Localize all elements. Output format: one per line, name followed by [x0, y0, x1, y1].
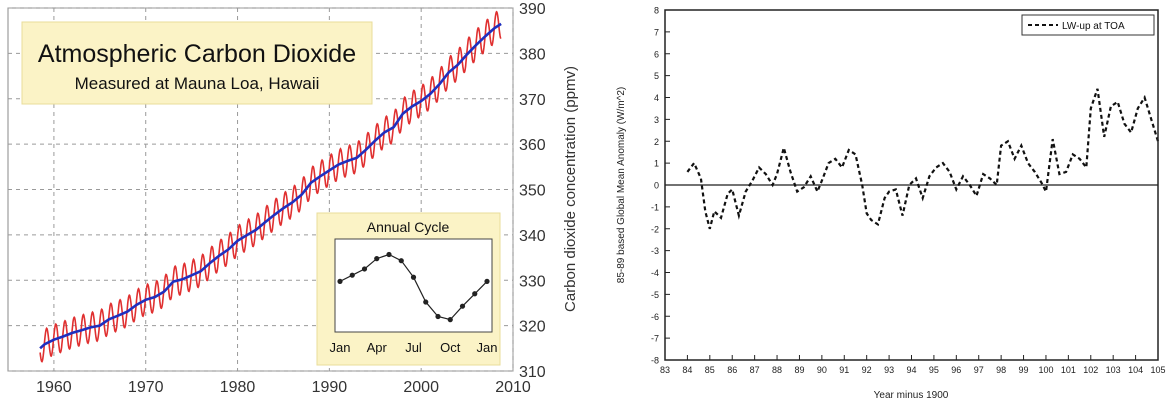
lw-y-tick-label: 4: [654, 93, 659, 103]
lw-y-tick-label: -8: [651, 356, 659, 366]
inset-title: Annual Cycle: [367, 219, 450, 235]
co2-x-tick-label: 1970: [128, 379, 164, 396]
inset-point: [410, 274, 417, 280]
co2-y-tick-label: 330: [519, 273, 546, 290]
inset-point: [361, 266, 368, 272]
co2-monthly-series: [39, 10, 502, 363]
co2-y-axis-label: Carbon dioxide concentration (ppmv): [562, 66, 579, 312]
lw-anomaly-chart: -8 -7 -6 -5 -4 -3 -2 -1 0 1 2 3 4 5 6 7 8 83 84 85 86 87 88 89 9…: [616, 6, 1166, 402]
lw-x-tick-label: 103: [1106, 365, 1121, 375]
lw-x-tick-label: 86: [727, 365, 737, 375]
lw-x-tick-label: 105: [1150, 365, 1165, 375]
co2-y-tick-label: 380: [519, 46, 546, 63]
lw-y-tick-label: -2: [651, 224, 659, 234]
lw-x-tick-label: 91: [839, 365, 849, 375]
co2-y-tick-label: 350: [519, 183, 546, 200]
lw-x-tick-label: 98: [996, 365, 1006, 375]
lw-y-tick-label: -7: [651, 334, 659, 344]
co2-trend-series: [39, 22, 502, 350]
co2-chart-subtitle: Measured at Mauna Loa, Hawaii: [75, 74, 320, 93]
co2-chart-panel: 1960 1970 1980 1990 2000 2010 310 320 330 340 350 3…: [7, 1, 579, 396]
inset-point: [484, 278, 490, 284]
lw-x-tick-label: 100: [1038, 365, 1053, 375]
lw-x-tick-label: 104: [1128, 365, 1143, 375]
lw-x-axis-label: Year minus 1900: [874, 390, 949, 401]
inset-point: [386, 251, 392, 258]
inset-x-tick-label: Jan: [477, 340, 498, 355]
lw-x-tick-label: 84: [682, 365, 692, 375]
lw-y-tick-label: -6: [651, 312, 659, 322]
lw-y-tick-label: 8: [654, 6, 659, 16]
inset-point: [472, 291, 478, 297]
lw-y-tick-label: 6: [654, 49, 659, 59]
lw-y-tick-label: 3: [654, 115, 659, 125]
lw-x-tick-label: 94: [906, 365, 916, 375]
lw-x-tick-label: 95: [929, 365, 939, 375]
co2-chart-title: Atmospheric Carbon Dioxide: [38, 40, 356, 68]
inset-point: [459, 303, 466, 309]
lw-x-tick-label: 101: [1061, 365, 1076, 375]
lw-legend-label: LW-up at TOA: [1062, 21, 1125, 32]
inset-x-tick-label: Oct: [440, 340, 461, 355]
co2-x-tick-label: 2000: [403, 379, 439, 396]
lw-legend: LW-up at TOA: [1021, 14, 1155, 36]
inset-x-tick-label: Jul: [405, 340, 422, 355]
co2-x-tick-label: 1990: [312, 379, 348, 396]
lw-up-series: [686, 88, 1160, 230]
co2-y-tick-label: 390: [519, 1, 546, 18]
co2-y-tick-label: 310: [519, 364, 546, 381]
lw-y-axis-label: 85-89 based Global Mean Anomaly (W/m^2): [616, 87, 627, 283]
lw-x-tick-label: 89: [794, 365, 804, 375]
lw-x-tick-label: 87: [750, 365, 760, 375]
inset-point: [423, 299, 429, 305]
inset-point: [337, 278, 343, 284]
inset-x-tick-label: Jan: [330, 340, 351, 355]
lw-x-tick-label: 96: [951, 365, 961, 375]
lw-y-tick-label: -5: [651, 290, 659, 300]
lw-y-tick-label: -1: [651, 202, 659, 212]
co2-title-box: [21, 21, 373, 105]
co2-y-tick-label: 370: [519, 92, 546, 109]
co2-y-tick-label: 320: [519, 319, 546, 336]
lw-y-tick-label: 5: [654, 71, 659, 81]
inset-point: [435, 313, 441, 320]
co2-y-tick-label: 360: [519, 137, 546, 154]
lw-x-tick-label: 83: [660, 365, 670, 375]
co2-x-tick-label: 1980: [220, 379, 256, 396]
lw-y-tick-label: 1: [654, 159, 659, 169]
lw-x-tick-label: 102: [1083, 365, 1098, 375]
lw-x-tick-label: 85: [705, 365, 715, 375]
inset-point: [398, 258, 404, 264]
co2-x-tick-label: 1960: [36, 379, 72, 396]
lw-y-tick-label: 2: [654, 137, 659, 147]
lw-x-tick-label: 88: [772, 365, 782, 375]
co2-y-tick-label: 340: [519, 228, 546, 245]
lw-anomaly-chart-panel: -8 -7 -6 -5 -4 -3 -2 -1 0 1 2 3 4 5 6 7 8 83 84 85 86 87 88 89 9…: [592, 0, 1171, 406]
inset-point: [374, 256, 380, 262]
lw-x-tick-label: 90: [817, 365, 827, 375]
lw-x-tick-label: 97: [974, 365, 984, 375]
inset-point: [349, 272, 355, 278]
inset-point: [447, 317, 453, 323]
lw-y-tick-label: -4: [651, 268, 659, 278]
co2-x-tick-label: 2010: [495, 379, 531, 396]
lw-x-tick-label: 99: [1019, 365, 1029, 375]
lw-x-tick-label: 93: [884, 365, 894, 375]
annual-cycle-inset: Annual Cycle Jan Apr Jul Oct Jan: [316, 212, 501, 366]
lw-y-tick-label: 0: [654, 181, 659, 191]
lw-x-tick-label: 92: [862, 365, 872, 375]
inset-x-tick-label: Apr: [367, 340, 388, 355]
lw-y-tick-label: -3: [651, 246, 659, 256]
lw-y-tick-label: 7: [654, 27, 659, 37]
